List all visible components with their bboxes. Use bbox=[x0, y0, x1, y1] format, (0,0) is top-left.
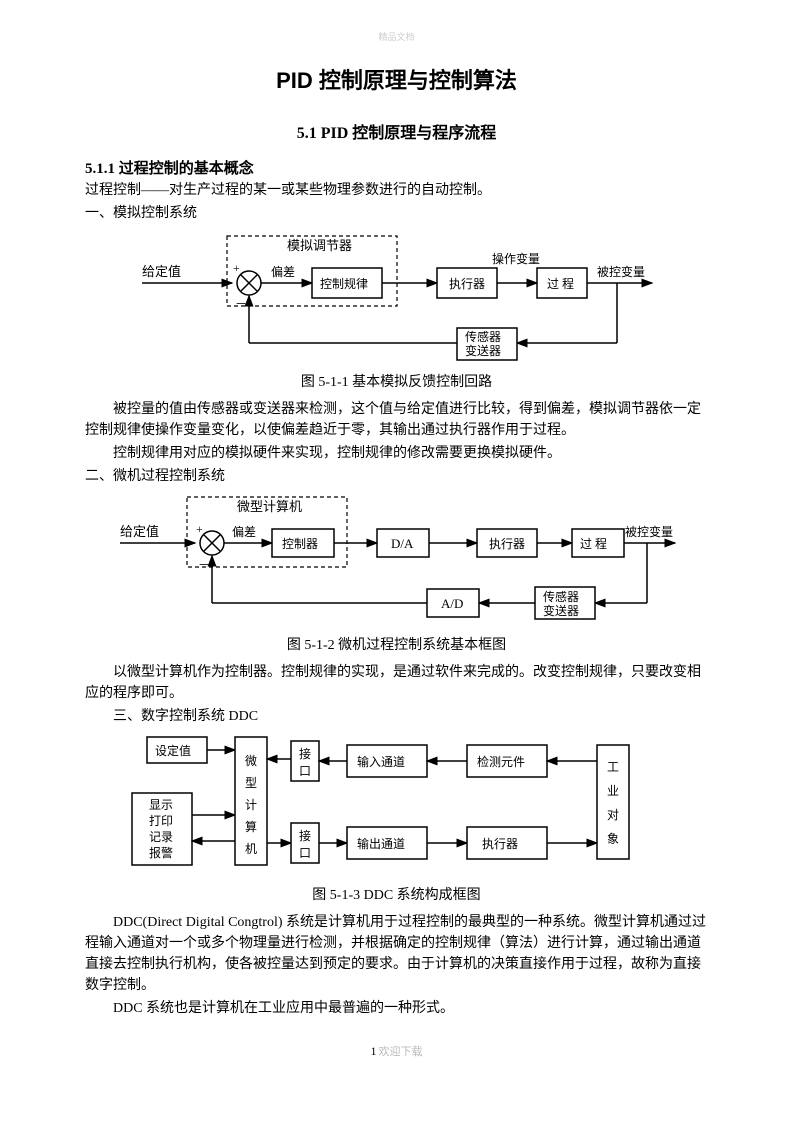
fig1-setpoint: 给定值 bbox=[142, 264, 181, 279]
fig3-mc-l2: 型 bbox=[245, 776, 257, 790]
fig3-intf-b2: 口 bbox=[299, 846, 311, 860]
fig1-plus: + bbox=[233, 261, 240, 275]
fig2-minus: － bbox=[198, 558, 210, 572]
fig3-intf-t1: 接 bbox=[299, 746, 311, 761]
footer-watermark: 欢迎下载 bbox=[379, 1046, 423, 1058]
fig3-display-l3: 记录 bbox=[149, 830, 173, 844]
page: 精品文档 PID 控制原理与控制算法 5.1 PID 控制原理与程序流程 5.1… bbox=[0, 0, 793, 1099]
fig3-mc-l1: 微 bbox=[245, 754, 257, 768]
fig2-plus: + bbox=[196, 522, 203, 536]
page-title: PID 控制原理与控制算法 bbox=[85, 63, 708, 95]
fig3-out-ch: 输出通道 bbox=[357, 836, 405, 851]
heading-5-1-1: 5.1.1 过程控制的基本概念 bbox=[85, 157, 708, 178]
fig3-mc-l4: 算 bbox=[245, 819, 257, 834]
fig1-error: 偏差 bbox=[271, 264, 295, 279]
heading-three: 三、数字控制系统 DDC bbox=[85, 706, 708, 727]
fig3-set: 设定值 bbox=[155, 743, 191, 758]
fig1-process: 过 程 bbox=[547, 276, 574, 291]
para-1a: 被控量的值由传感器或变送器来检测，这个值与给定值进行比较，得到偏差，模拟调节器依… bbox=[85, 399, 708, 441]
fig3-mc-l3: 计 bbox=[245, 798, 257, 812]
page-number: 1 bbox=[371, 1044, 377, 1058]
fig2-exec: 执行器 bbox=[489, 537, 525, 551]
fig1-cv: 被控变量 bbox=[597, 264, 645, 279]
fig3-exec: 执行器 bbox=[482, 837, 518, 851]
fig1-sensor2: 变送器 bbox=[465, 343, 501, 358]
para-3a: DDC(Direct Digital Congtrol) 系统是计算机用于过程控… bbox=[85, 912, 708, 996]
fig2-sensor2: 变送器 bbox=[543, 603, 579, 618]
fig1-exec: 执行器 bbox=[449, 277, 485, 291]
heading-two: 二、微机过程控制系统 bbox=[85, 466, 708, 487]
fig3-plant-l1: 工 bbox=[607, 760, 619, 774]
fig2-da: D/A bbox=[391, 536, 414, 551]
section-title: 5.1 PID 控制原理与程序流程 bbox=[85, 119, 708, 143]
fig3-plant-l4: 象 bbox=[607, 832, 619, 846]
page-footer: 1欢迎下载 bbox=[85, 1043, 708, 1059]
fig2-setpoint: 给定值 bbox=[120, 524, 159, 539]
fig3-intf-b1: 接 bbox=[299, 828, 311, 843]
fig2-process: 过 程 bbox=[580, 536, 607, 551]
heading-one: 一、模拟控制系统 bbox=[85, 203, 708, 224]
fig2-cv: 被控变量 bbox=[625, 524, 673, 539]
fig3-display-l1: 显示 bbox=[149, 798, 173, 812]
fig3-plant-l2: 业 bbox=[607, 784, 619, 798]
figure-3-diagram: 设定值 显示 打印 记录 报警 微 型 计 算 机 接 口 接 口 输入通道 输 bbox=[127, 731, 667, 881]
fig3-in-ch: 输入通道 bbox=[357, 754, 405, 769]
fig2-dashed-label: 微型计算机 bbox=[237, 499, 302, 514]
para-3b: DDC 系统也是计算机在工业应用中最普遍的一种形式。 bbox=[85, 998, 708, 1019]
figure-2-caption: 图 5-1-2 微机过程控制系统基本框图 bbox=[85, 635, 708, 656]
fig1-minus: － bbox=[235, 297, 247, 311]
fig2-sensor1: 传感器 bbox=[543, 589, 579, 604]
fig3-detect: 检测元件 bbox=[477, 754, 525, 769]
para-2: 以微型计算机作为控制器。控制规律的实现，是通过软件来完成的。改变控制规律，只要改… bbox=[85, 662, 708, 704]
fig3-intf-t2: 口 bbox=[299, 764, 311, 778]
fig1-dashed-label: 模拟调节器 bbox=[287, 238, 352, 253]
fig1-rule: 控制规律 bbox=[320, 276, 368, 291]
figure-3-caption: 图 5-1-3 DDC 系统构成框图 bbox=[85, 885, 708, 906]
fig2-error: 偏差 bbox=[232, 524, 256, 539]
fig2-ctrl: 控制器 bbox=[282, 537, 318, 551]
fig1-mv: 操作变量 bbox=[492, 251, 540, 266]
figure-2-diagram: 微型计算机 给定值 + － 偏差 控制器 D/A 执行器 过 程 被控变量 传感… bbox=[117, 491, 677, 631]
fig2-ad: A/D bbox=[441, 596, 463, 611]
fig3-display-l4: 报警 bbox=[149, 845, 173, 860]
para-1b: 控制规律用对应的模拟硬件来实现，控制规律的修改需要更换模拟硬件。 bbox=[85, 443, 708, 464]
fig3-display-l2: 打印 bbox=[149, 814, 173, 828]
fig3-mc-l5: 机 bbox=[245, 842, 257, 856]
figure-1-caption: 图 5-1-1 基本模拟反馈控制回路 bbox=[85, 372, 708, 393]
fig3-plant-l3: 对 bbox=[607, 808, 619, 822]
figure-1-diagram: 模拟调节器 给定值 + － 偏差 控制规律 执行器 操作变量 过 程 被控变量 … bbox=[137, 228, 657, 368]
intro-paragraph: 过程控制——对生产过程的某一或某些物理参数进行的自动控制。 bbox=[85, 180, 708, 201]
header-watermark: 精品文档 bbox=[85, 30, 708, 43]
fig1-sensor1: 传感器 bbox=[465, 329, 501, 344]
